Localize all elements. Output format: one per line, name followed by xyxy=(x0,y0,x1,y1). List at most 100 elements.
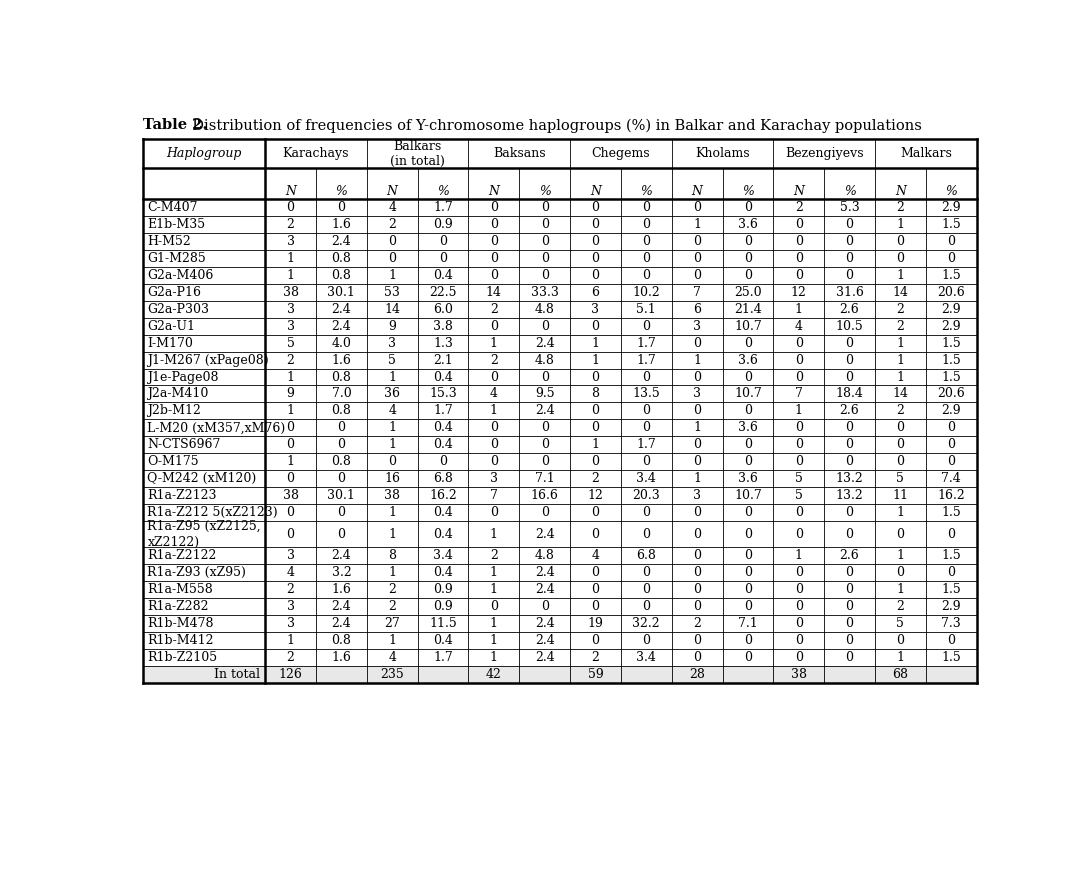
Text: L-M20 (xM357,xM76): L-M20 (xM357,xM76) xyxy=(147,421,286,435)
Text: 1.3: 1.3 xyxy=(434,337,453,349)
Text: 1: 1 xyxy=(286,371,295,383)
Text: 0: 0 xyxy=(693,566,701,579)
Text: 9.5: 9.5 xyxy=(535,387,555,401)
Text: 5.3: 5.3 xyxy=(840,201,859,214)
Text: 0: 0 xyxy=(337,421,345,435)
Text: 2: 2 xyxy=(897,404,904,418)
Text: 25.0: 25.0 xyxy=(734,286,762,299)
Text: 1: 1 xyxy=(693,218,701,231)
Text: 0: 0 xyxy=(592,506,600,519)
Text: 0: 0 xyxy=(947,252,956,265)
Text: 3: 3 xyxy=(693,320,701,332)
Text: 1: 1 xyxy=(592,354,600,366)
Text: 7.4: 7.4 xyxy=(941,472,961,485)
Text: 0: 0 xyxy=(490,320,498,332)
Text: 1: 1 xyxy=(490,617,498,630)
Text: 0: 0 xyxy=(897,633,904,647)
Text: 0: 0 xyxy=(744,235,752,248)
Text: J2b-M12: J2b-M12 xyxy=(147,404,201,418)
Text: 1.5: 1.5 xyxy=(941,337,961,349)
Text: 0: 0 xyxy=(744,600,752,613)
Text: 0: 0 xyxy=(845,633,854,647)
Text: 0: 0 xyxy=(845,506,854,519)
Text: 2.4: 2.4 xyxy=(535,617,555,630)
Text: 2: 2 xyxy=(592,472,600,485)
Text: R1a-Z2123: R1a-Z2123 xyxy=(147,489,217,502)
Text: 13.5: 13.5 xyxy=(632,387,661,401)
Text: 1: 1 xyxy=(795,549,803,562)
Text: 9: 9 xyxy=(286,387,295,401)
Bar xyxy=(143,666,976,683)
Text: 5.1: 5.1 xyxy=(637,303,656,315)
Text: 0.8: 0.8 xyxy=(332,455,352,469)
Text: Table 2.: Table 2. xyxy=(143,118,207,133)
Text: 30.1: 30.1 xyxy=(328,286,355,299)
Text: 0: 0 xyxy=(388,455,396,469)
Text: 0: 0 xyxy=(693,528,701,540)
Text: 0: 0 xyxy=(897,421,904,435)
Text: 0: 0 xyxy=(439,455,447,469)
Text: 14: 14 xyxy=(384,303,400,315)
Text: 0: 0 xyxy=(642,455,650,469)
Text: 0: 0 xyxy=(286,506,295,519)
Text: 0: 0 xyxy=(744,549,752,562)
Text: 0: 0 xyxy=(490,269,498,282)
Text: 0: 0 xyxy=(286,528,295,540)
Text: 1: 1 xyxy=(897,337,904,349)
Text: 2: 2 xyxy=(897,320,904,332)
Text: 28: 28 xyxy=(689,668,705,681)
Text: 0: 0 xyxy=(795,218,803,231)
Text: %: % xyxy=(538,185,550,198)
Text: 0: 0 xyxy=(541,600,548,613)
Text: 1.5: 1.5 xyxy=(941,549,961,562)
Text: 0: 0 xyxy=(490,600,498,613)
Text: 1: 1 xyxy=(490,404,498,418)
Text: 1.6: 1.6 xyxy=(332,354,352,366)
Text: 0: 0 xyxy=(845,600,854,613)
Text: 0: 0 xyxy=(592,320,600,332)
Text: 2.6: 2.6 xyxy=(840,404,859,418)
Text: 0: 0 xyxy=(845,650,854,664)
Text: 4: 4 xyxy=(388,404,396,418)
Text: 0: 0 xyxy=(490,371,498,383)
Text: 2.6: 2.6 xyxy=(840,549,859,562)
Text: 0: 0 xyxy=(592,235,600,248)
Text: 7.0: 7.0 xyxy=(332,387,352,401)
Text: 2: 2 xyxy=(389,583,396,596)
Text: 0: 0 xyxy=(642,566,650,579)
Text: 0: 0 xyxy=(795,337,803,349)
Text: 1.5: 1.5 xyxy=(941,650,961,664)
Text: 0: 0 xyxy=(947,421,956,435)
Text: 0: 0 xyxy=(795,252,803,265)
Text: 11: 11 xyxy=(892,489,909,502)
Text: 42: 42 xyxy=(486,668,501,681)
Text: 2: 2 xyxy=(286,583,295,596)
Text: 2: 2 xyxy=(897,201,904,214)
Text: 1.6: 1.6 xyxy=(332,218,352,231)
Text: 0: 0 xyxy=(642,269,650,282)
Text: 0: 0 xyxy=(541,218,548,231)
Text: 1.5: 1.5 xyxy=(941,506,961,519)
Text: 5: 5 xyxy=(286,337,295,349)
Text: 2: 2 xyxy=(490,303,498,315)
Text: 0: 0 xyxy=(592,600,600,613)
Text: 6.8: 6.8 xyxy=(434,472,453,485)
Text: 2.6: 2.6 xyxy=(840,303,859,315)
Text: 0: 0 xyxy=(845,617,854,630)
Text: 7: 7 xyxy=(693,286,701,299)
Text: 1.5: 1.5 xyxy=(941,583,961,596)
Text: 0: 0 xyxy=(845,235,854,248)
Text: 3.6: 3.6 xyxy=(738,218,758,231)
Text: 0: 0 xyxy=(439,235,447,248)
Text: 12: 12 xyxy=(587,489,604,502)
Text: 0: 0 xyxy=(642,600,650,613)
Text: Malkars: Malkars xyxy=(900,147,952,160)
Text: 2.4: 2.4 xyxy=(332,235,352,248)
Text: 0: 0 xyxy=(693,600,701,613)
Text: 5: 5 xyxy=(389,354,396,366)
Text: 9: 9 xyxy=(389,320,396,332)
Text: 6: 6 xyxy=(693,303,701,315)
Text: 0: 0 xyxy=(795,421,803,435)
Text: 0: 0 xyxy=(337,528,345,540)
Text: 8: 8 xyxy=(388,549,396,562)
